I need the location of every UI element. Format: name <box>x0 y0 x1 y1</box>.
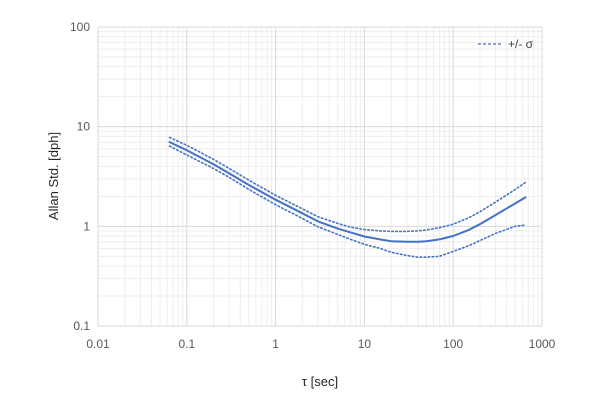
y-axis-title: Allan Std. [dph] <box>46 132 61 220</box>
x-tick-label: 10 <box>358 337 372 351</box>
y-tick-label: 100 <box>70 20 90 34</box>
x-tick-label: 0.01 <box>86 337 110 351</box>
legend-label: +/- σ <box>508 37 534 51</box>
minor-grid <box>98 27 542 326</box>
series-layer <box>168 136 527 259</box>
y-tick-label: 1 <box>83 219 90 233</box>
x-tick-label: 100 <box>443 337 463 351</box>
legend: +/- σ <box>478 37 534 51</box>
upper-sigma-line <box>168 136 527 233</box>
x-tick-label: 0.1 <box>178 337 195 351</box>
y-tick-labels: 0.1 1 10 100 <box>70 20 90 333</box>
x-tick-label: 1 <box>272 337 279 351</box>
x-tick-labels: 0.01 0.1 1 10 100 1000 <box>86 337 555 351</box>
y-tick-label: 10 <box>77 120 91 134</box>
y-tick-label: 0.1 <box>73 319 90 333</box>
x-axis-title: τ [sec] <box>302 374 338 389</box>
allan-std-line <box>168 141 527 243</box>
major-grid <box>97 26 543 327</box>
x-tick-label: 1000 <box>529 337 556 351</box>
